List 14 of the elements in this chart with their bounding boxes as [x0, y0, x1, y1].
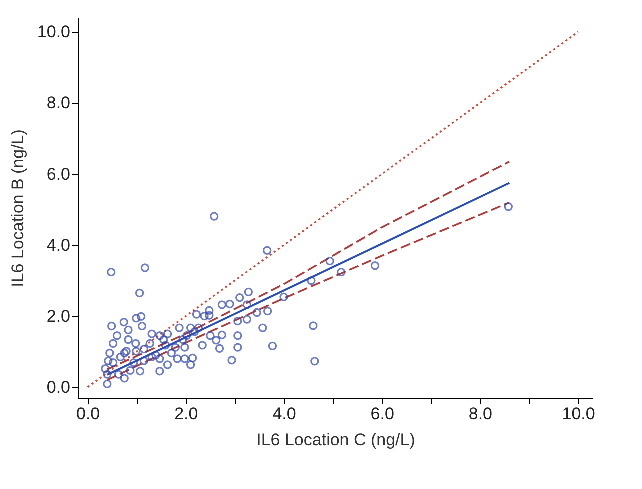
y-tick-label: 4.0: [46, 236, 70, 255]
y-tick-label: 10.0: [37, 22, 70, 42]
x-axis-title: IL6 Location C (ng/L): [256, 430, 416, 450]
x-tick-label: 4.0: [272, 404, 296, 424]
x-tick-label: 6.0: [370, 404, 394, 424]
y-tick-label: 8.0: [46, 94, 70, 113]
x-tick-label: 2.0: [174, 404, 198, 424]
y-tick-label: 0.0: [46, 378, 70, 397]
x-tick-label: 8.0: [468, 404, 493, 424]
y-axis-title: IL6 Location B (ng/L): [8, 130, 28, 288]
y-tick-label: 2.0: [46, 306, 70, 326]
x-tick-label: 0.0: [76, 404, 100, 424]
y-tick-label: 6.0: [46, 164, 70, 184]
x-tick-label: 10.0: [562, 404, 596, 424]
